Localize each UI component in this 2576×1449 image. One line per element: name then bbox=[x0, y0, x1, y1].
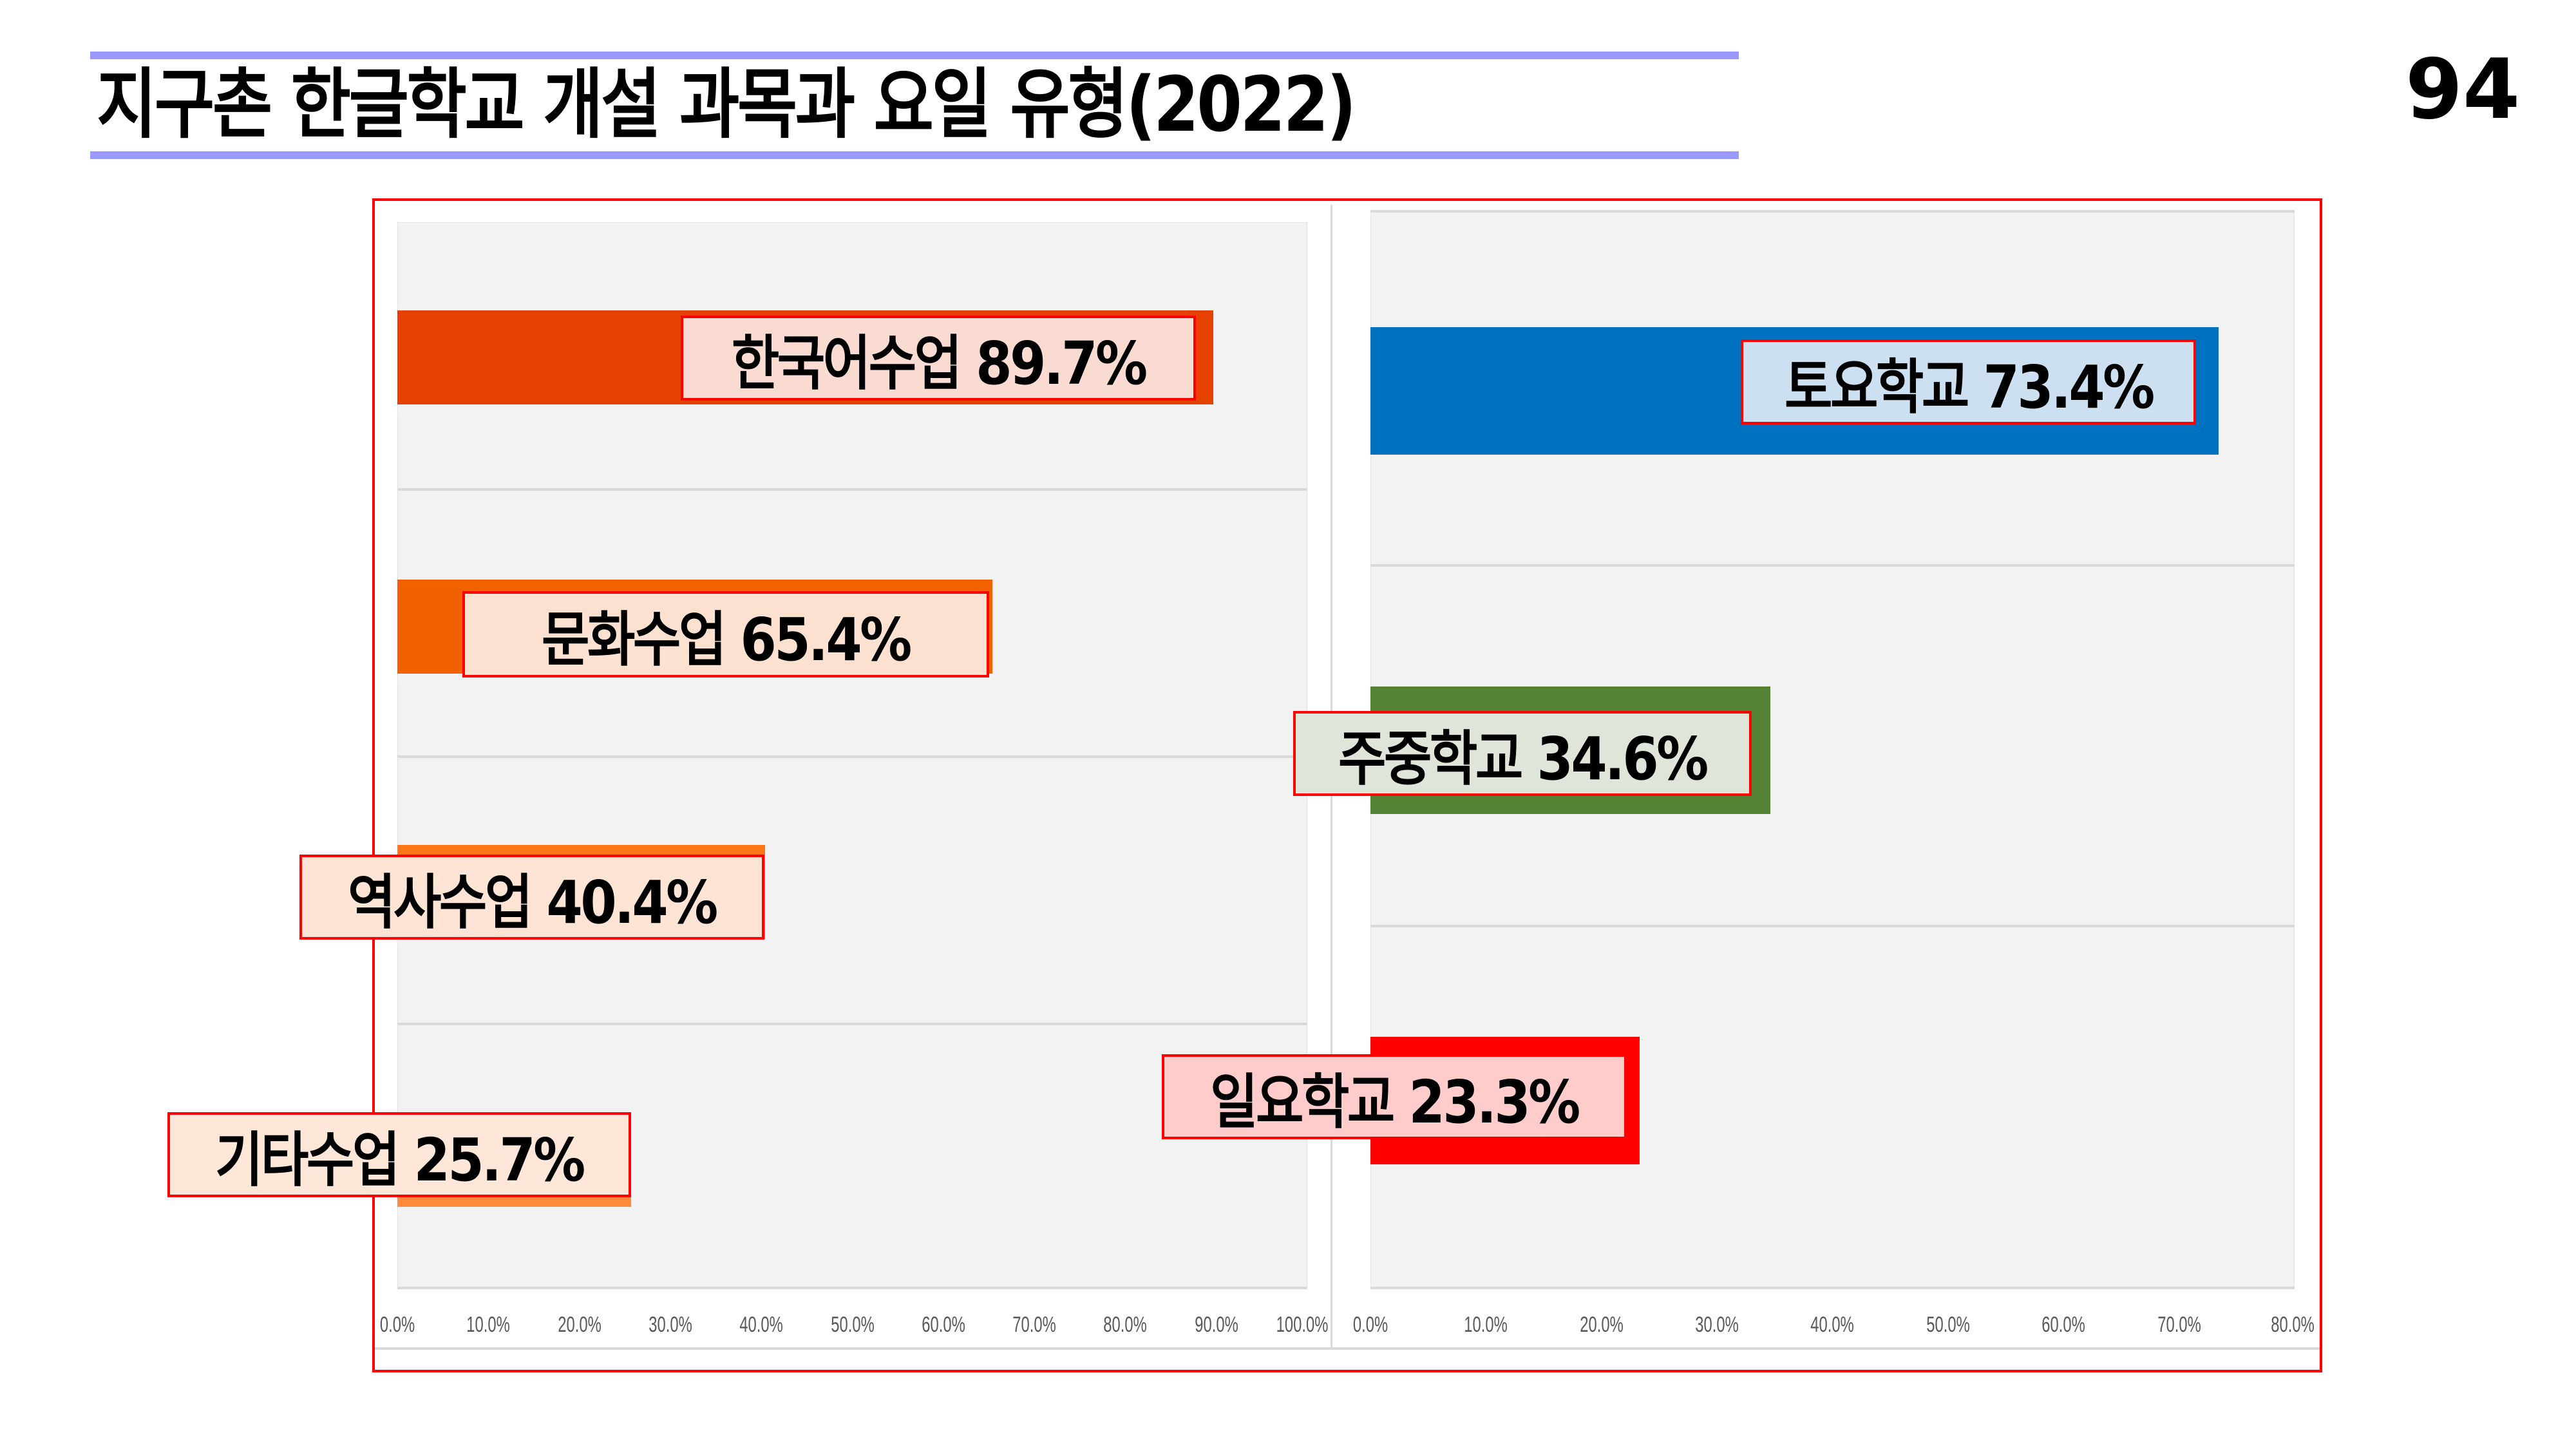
x-tick-label: 40.0% bbox=[739, 1312, 783, 1337]
slide-title: 지구촌 한글학교 개설 과목과 요일 유형(2022) bbox=[97, 60, 1356, 149]
x-tick-label: 50.0% bbox=[1926, 1312, 1970, 1337]
left-gridline bbox=[397, 1023, 1307, 1025]
x-tick-label: 20.0% bbox=[1580, 1312, 1624, 1337]
x-tick-label: 20.0% bbox=[558, 1312, 601, 1337]
x-tick-label: 100.0% bbox=[1276, 1312, 1329, 1337]
right-gridline bbox=[1370, 925, 2295, 927]
x-tick-label: 70.0% bbox=[2157, 1312, 2201, 1337]
bottom-rule bbox=[375, 1347, 2320, 1350]
right-gridline bbox=[1370, 210, 2295, 213]
x-tick-label: 30.0% bbox=[1695, 1312, 1739, 1337]
x-tick-label: 60.0% bbox=[2041, 1312, 2085, 1337]
title-top-rule bbox=[90, 52, 1739, 59]
x-tick-label: 0.0% bbox=[1352, 1312, 1388, 1337]
title-bottom-rule bbox=[90, 151, 1739, 159]
data-label-history-class: 역사수업 40.4% bbox=[299, 855, 764, 940]
data-label-culture-class: 문화수업 65.4% bbox=[462, 591, 989, 677]
left-gridline bbox=[397, 488, 1307, 491]
left-gridline bbox=[397, 755, 1307, 758]
left-gridline bbox=[397, 1287, 1307, 1289]
x-tick-label: 30.0% bbox=[649, 1312, 692, 1337]
x-tick-label: 40.0% bbox=[1810, 1312, 1854, 1337]
data-label-korean-class: 한국어수업 89.7% bbox=[681, 316, 1196, 401]
x-tick-label: 0.0% bbox=[379, 1312, 415, 1337]
x-tick-label: 60.0% bbox=[922, 1312, 965, 1337]
right-gridline bbox=[1370, 1287, 2295, 1289]
x-tick-label: 80.0% bbox=[1103, 1312, 1147, 1337]
x-tick-label: 10.0% bbox=[466, 1312, 510, 1337]
x-tick-label: 50.0% bbox=[831, 1312, 875, 1337]
right-gridline bbox=[1370, 564, 2295, 567]
data-label-other-class: 기타수업 25.7% bbox=[167, 1112, 631, 1197]
x-tick-label: 90.0% bbox=[1195, 1312, 1238, 1337]
x-tick-label: 80.0% bbox=[2271, 1312, 2315, 1337]
data-label-saturday-school: 토요학교 73.4% bbox=[1741, 339, 2196, 424]
charts-frame bbox=[372, 198, 2322, 1372]
x-tick-label: 10.0% bbox=[1464, 1312, 1508, 1337]
data-label-weekday-school: 주중학교 34.6% bbox=[1293, 711, 1752, 796]
data-label-sunday-school: 일요학교 23.3% bbox=[1162, 1054, 1627, 1139]
page-number: 94 bbox=[2405, 42, 2521, 138]
x-tick-label: 70.0% bbox=[1012, 1312, 1056, 1337]
